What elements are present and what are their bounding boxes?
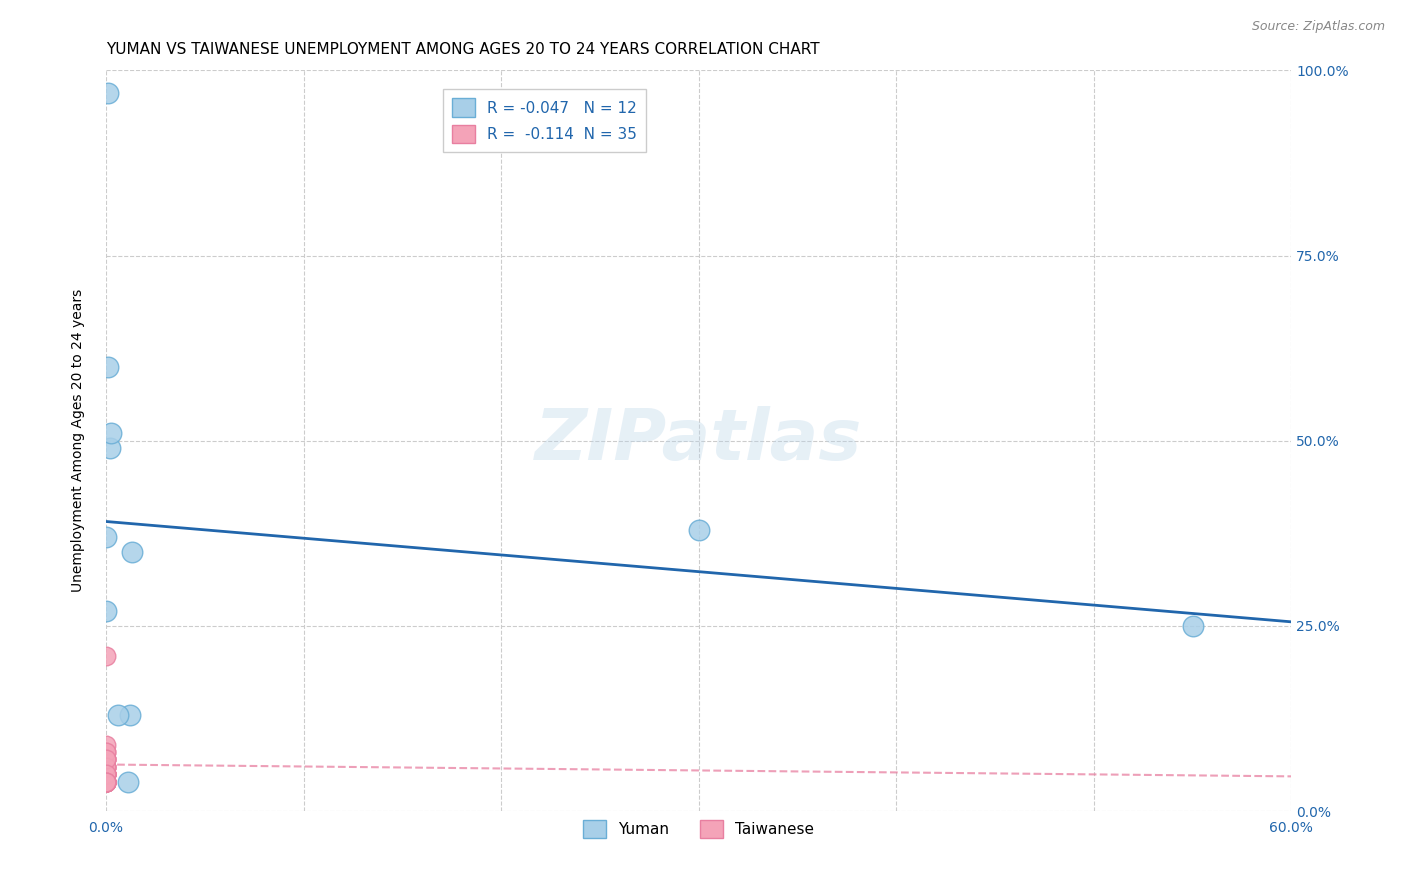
- Point: [94, 604, 117, 618]
- Point: [94, 774, 117, 789]
- Point: [94, 774, 117, 789]
- Point: [94, 752, 117, 766]
- Point: [94, 767, 117, 781]
- Text: YUMAN VS TAIWANESE UNEMPLOYMENT AMONG AGES 20 TO 24 YEARS CORRELATION CHART: YUMAN VS TAIWANESE UNEMPLOYMENT AMONG AG…: [105, 42, 820, 57]
- Point: [94, 774, 117, 789]
- Point: [94, 752, 117, 766]
- Point: [94, 774, 117, 789]
- Point: [94, 760, 117, 774]
- Text: ZIPatlas: ZIPatlas: [536, 406, 862, 475]
- Point: [94, 738, 117, 752]
- Point: [94, 760, 117, 774]
- Point: [94, 774, 117, 789]
- Point: [117, 774, 139, 789]
- Point: [94, 767, 117, 781]
- Point: [94, 774, 117, 789]
- Point: [94, 774, 117, 789]
- Point: [94, 745, 117, 759]
- Point: [94, 774, 117, 789]
- Point: [94, 752, 117, 766]
- Point: [98, 441, 121, 455]
- Point: [107, 707, 129, 722]
- Point: [94, 648, 117, 663]
- Point: [94, 774, 117, 789]
- Point: [94, 774, 117, 789]
- Point: [118, 707, 141, 722]
- Point: [94, 767, 117, 781]
- Point: [94, 767, 117, 781]
- Point: [94, 774, 117, 789]
- Point: [1181, 619, 1204, 633]
- Y-axis label: Unemployment Among Ages 20 to 24 years: Unemployment Among Ages 20 to 24 years: [72, 289, 86, 592]
- Point: [97, 359, 120, 374]
- Point: [94, 745, 117, 759]
- Point: [94, 767, 117, 781]
- Point: [94, 530, 117, 544]
- Point: [97, 86, 120, 100]
- Point: [94, 752, 117, 766]
- Text: Source: ZipAtlas.com: Source: ZipAtlas.com: [1251, 20, 1385, 33]
- Legend: Yuman, Taiwanese: Yuman, Taiwanese: [578, 814, 820, 845]
- Point: [94, 767, 117, 781]
- Point: [94, 774, 117, 789]
- Point: [94, 760, 117, 774]
- Point: [94, 774, 117, 789]
- Point: [121, 545, 143, 559]
- Point: [94, 767, 117, 781]
- Point: [94, 767, 117, 781]
- Point: [688, 523, 710, 537]
- Point: [94, 774, 117, 789]
- Point: [94, 760, 117, 774]
- Point: [94, 774, 117, 789]
- Point: [100, 426, 122, 441]
